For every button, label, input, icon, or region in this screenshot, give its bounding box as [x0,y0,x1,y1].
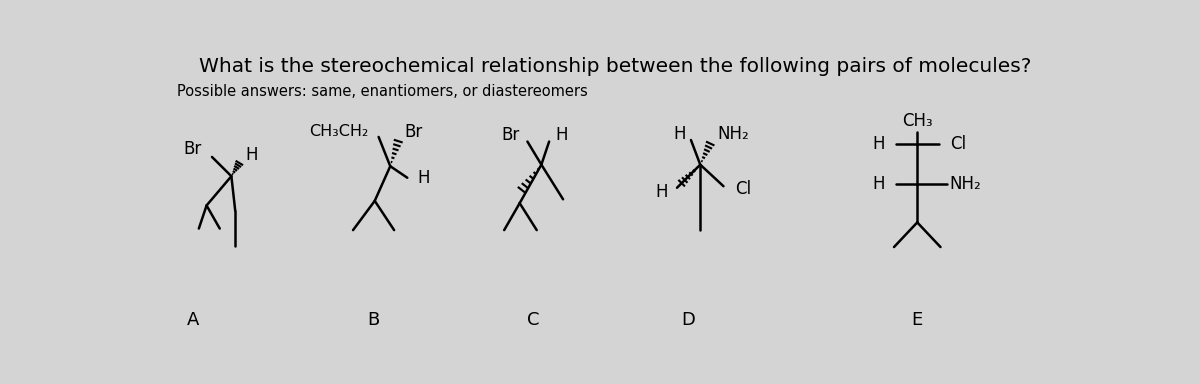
Text: H: H [655,183,667,200]
Text: CH₃: CH₃ [902,112,932,130]
Text: E: E [912,311,923,329]
Text: D: D [682,311,696,329]
Text: CH₃CH₂: CH₃CH₂ [310,124,368,139]
Text: H: H [872,135,884,153]
Text: H: H [872,175,884,193]
Text: Br: Br [502,126,520,144]
Text: H: H [418,169,430,187]
Text: A: A [186,311,199,329]
Text: NH₂: NH₂ [950,175,982,193]
Text: B: B [367,311,379,329]
Text: H: H [245,146,258,164]
Text: C: C [527,311,540,329]
Text: Possible answers: same, enantiomers, or diastereomers: Possible answers: same, enantiomers, or … [178,84,588,99]
Text: H: H [556,126,568,144]
Text: What is the stereochemical relationship between the following pairs of molecules: What is the stereochemical relationship … [199,57,1031,76]
Text: NH₂: NH₂ [718,125,749,143]
Text: Cl: Cl [736,180,751,198]
Text: Br: Br [404,122,422,141]
Text: H: H [674,125,686,143]
Text: Br: Br [184,140,202,158]
Text: Cl: Cl [950,135,966,153]
